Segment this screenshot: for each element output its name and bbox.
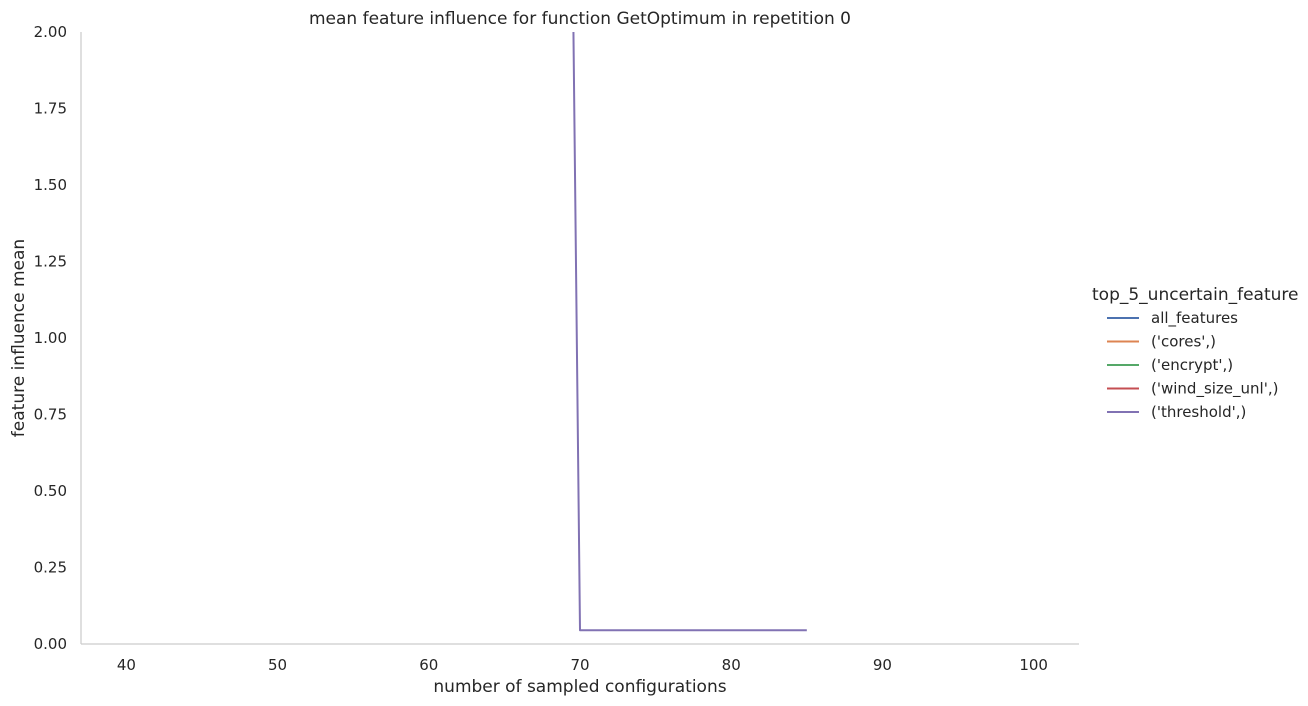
legend-item: ('wind_size_unl',) (1107, 380, 1278, 399)
y-tick-label: 1.75 (34, 100, 67, 118)
x-tick-label: 80 (722, 656, 741, 674)
x-tick-label: 100 (1019, 656, 1048, 674)
legend-label: ('cores',) (1151, 333, 1216, 351)
x-tick-label: 70 (570, 656, 589, 674)
x-tick-label: 40 (117, 656, 136, 674)
y-tick-label: 0.25 (34, 559, 67, 577)
x-axis-label: number of sampled configurations (433, 677, 726, 697)
x-tick-label: 60 (419, 656, 438, 674)
legend-item: ('threshold',) (1107, 403, 1246, 421)
y-tick-label: 0.75 (34, 406, 67, 424)
y-tick-label: 1.25 (34, 253, 67, 271)
legend-label: ('wind_size_unl',) (1151, 380, 1278, 399)
series-layer (572, 32, 807, 632)
y-tick-label: 0.50 (34, 482, 67, 500)
y-tick-labels: 0.00 0.25 0.50 0.75 1.00 1.25 1.50 1.75 2.00 (34, 23, 67, 653)
legend-items: all_features ('cores',) ('encrypt',) ('wind… (1107, 309, 1278, 421)
y-tick-label: 0.00 (34, 635, 67, 653)
y-axis-label: feature influence mean (9, 239, 29, 437)
series-line-4 (572, 32, 807, 632)
chart-title: mean feature influence for function GetO… (309, 9, 851, 29)
x-tick-label: 50 (268, 656, 287, 674)
legend-title: top_5_uncertain_feature (1092, 285, 1298, 305)
x-tick-label: 90 (873, 656, 892, 674)
legend-label: ('encrypt',) (1151, 356, 1233, 374)
legend-item: ('cores',) (1107, 333, 1216, 351)
y-tick-label: 1.50 (34, 176, 67, 194)
legend: top_5_uncertain_feature all_features ('co… (1092, 285, 1298, 421)
legend-label: all_features (1151, 309, 1238, 328)
y-tick-label: 2.00 (34, 23, 67, 41)
legend-label: ('threshold',) (1151, 403, 1246, 421)
y-tick-label: 1.00 (34, 329, 67, 347)
legend-item: all_features (1107, 309, 1238, 328)
legend-item: ('encrypt',) (1107, 356, 1233, 374)
x-tick-labels: 40 50 60 70 80 90 100 (117, 656, 1048, 674)
